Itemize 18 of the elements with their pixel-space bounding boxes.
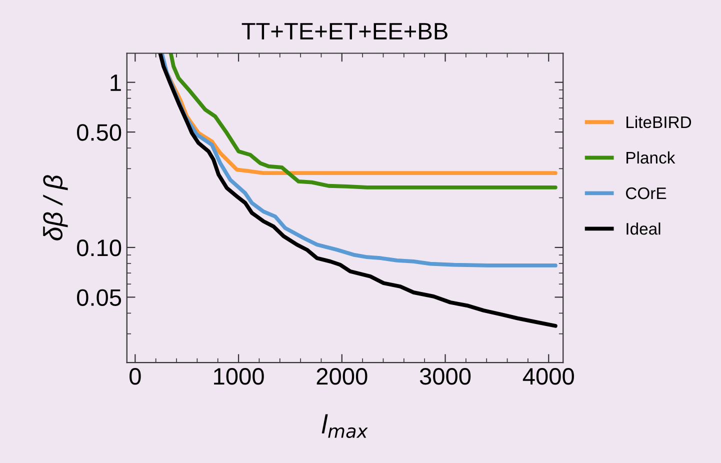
x-tick-label: 0 [130, 368, 141, 385]
legend-label: Planck [626, 151, 676, 164]
legend-label: LiteBIRD [626, 116, 692, 128]
legend-label: COrE [626, 187, 666, 200]
y-tick-label: 1 [110, 74, 121, 91]
y-axis-title: δβ / β [43, 175, 68, 240]
x-tick-label: 4000 [522, 368, 574, 385]
y-tick-label: 0.10 [77, 240, 122, 256]
legend-label: Ideal [626, 222, 660, 235]
chart-title: TT+TE+ET+EE+BB [242, 23, 448, 40]
line-series [168, 53, 558, 190]
x-tick-label: 1000 [214, 368, 264, 385]
x-tick-label: 2000 [316, 368, 368, 385]
x-axis-title: l$_{max}$ [322, 414, 368, 438]
y-tick-label: 0.50 [77, 124, 122, 141]
y-tick-label: 0.05 [77, 289, 122, 306]
line-series [158, 53, 558, 328]
x-tick-label: 3000 [420, 368, 471, 385]
